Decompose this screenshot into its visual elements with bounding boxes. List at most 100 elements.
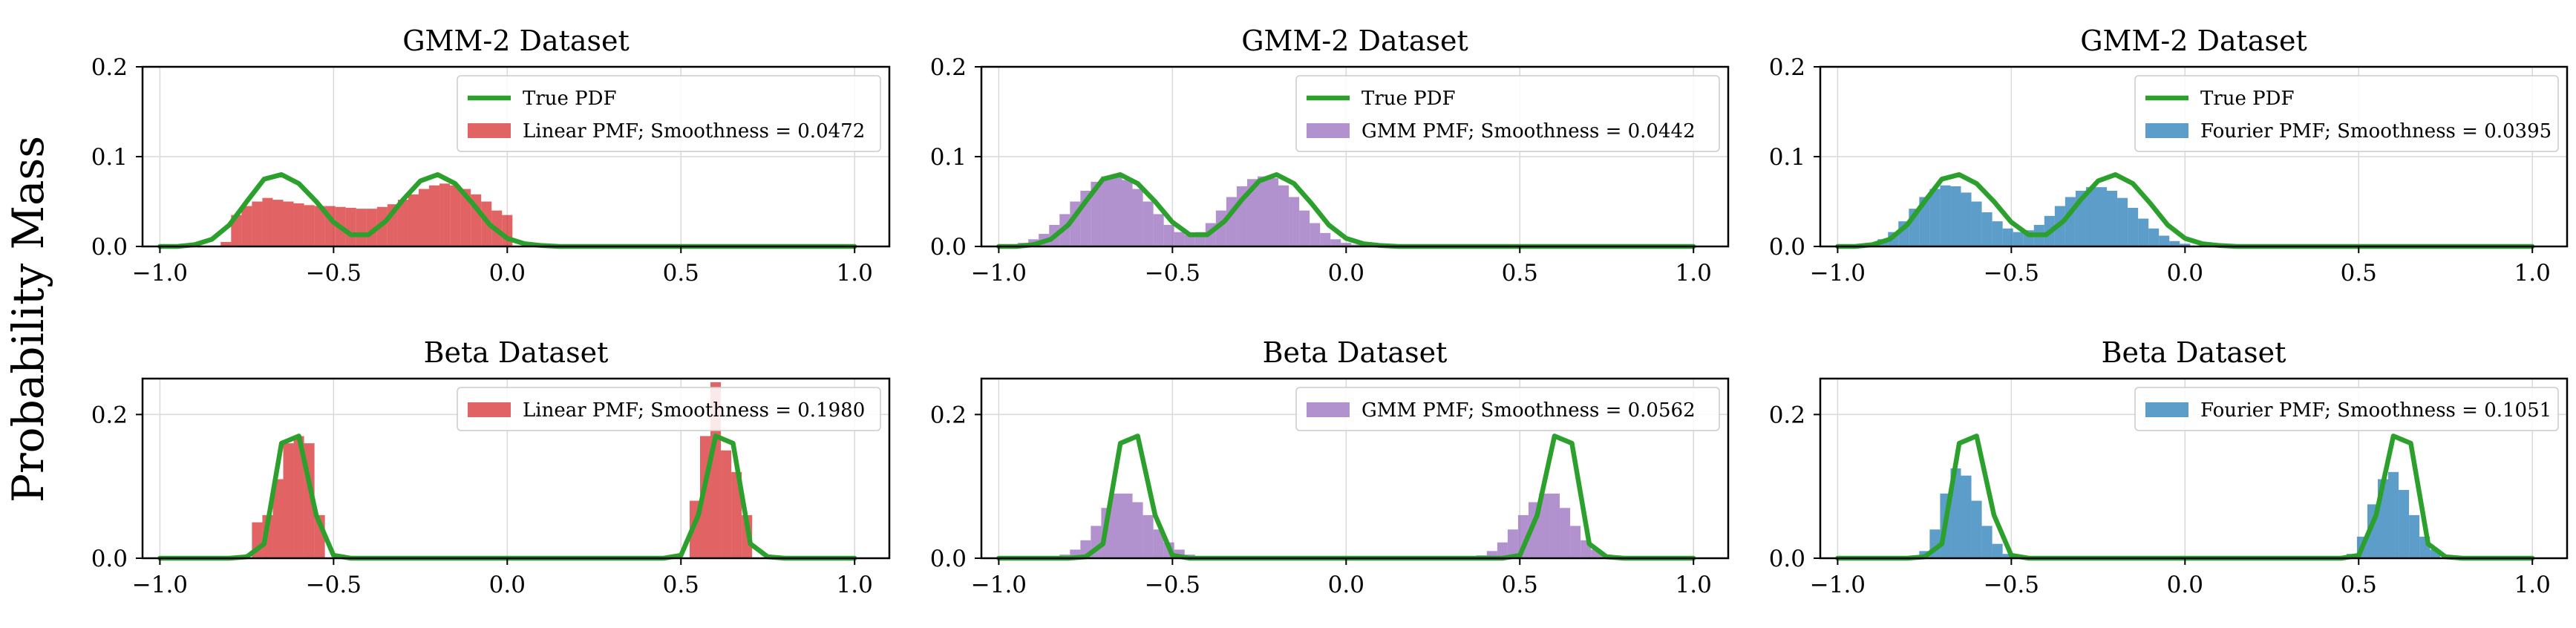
histogram-bar — [2013, 232, 2024, 246]
histogram-bar — [2159, 235, 2170, 246]
histogram-bar — [1111, 175, 1122, 246]
subplot-beta-linear: −1.0 −0.5 0.0 0.5 1.0 0.0 0.2 Beta Dataset Linea… — [91, 336, 891, 598]
x-tick-label: −1.0 — [971, 260, 1027, 287]
x-tick-label: 0.0 — [1328, 572, 1364, 598]
histogram-bar — [450, 185, 461, 246]
histogram-bar — [1992, 543, 2003, 558]
x-tick-label: 0.5 — [663, 572, 699, 598]
histogram-bar — [1591, 549, 1602, 558]
histogram-bar — [2117, 197, 2128, 246]
histogram-bar — [1246, 179, 1258, 246]
histogram-bar — [2002, 554, 2013, 558]
x-tick-label: −1.0 — [132, 572, 188, 598]
x-tick-label: −0.5 — [1984, 260, 2039, 287]
subplot-gmm-gmm: −1.0 −0.5 0.0 0.5 1.0 0.0 0.1 0.2 GMM-2 Dataset T… — [930, 24, 1730, 287]
histogram-bar — [429, 185, 440, 246]
x-tick-label: −1.0 — [132, 260, 188, 287]
subplot-beta-fourier: −1.0 −0.5 0.0 0.5 1.0 0.0 0.2 Beta Dataset Fouri… — [1769, 336, 2569, 598]
legend-label: Fourier PMF; Smoothness = 0.0395 — [2200, 120, 2552, 143]
x-tick-label: −0.5 — [1145, 572, 1200, 598]
histogram-bar — [439, 183, 451, 246]
legend: True PDF Fourier PMF; Smoothness = 0.0395 — [2134, 75, 2559, 152]
x-tick-label: 1.0 — [837, 260, 873, 287]
x-tick-label: −1.0 — [1810, 260, 1866, 287]
subplot-title: Beta Dataset — [424, 336, 609, 369]
histogram-bar — [1961, 192, 1972, 246]
legend-label: True PDF — [2200, 88, 2295, 110]
histogram-bar — [1122, 493, 1133, 558]
histogram-bar — [356, 209, 367, 246]
histogram-bar — [397, 200, 408, 246]
y-tick-label: 0.0 — [930, 546, 967, 572]
histogram-bar — [1971, 500, 1982, 558]
histogram-bar — [252, 201, 263, 246]
y-tick-label: 0.2 — [91, 402, 128, 428]
histogram-bar — [2128, 207, 2139, 246]
histogram-bar — [2002, 228, 2013, 246]
histogram-bar — [2148, 228, 2160, 246]
histogram-bar — [1289, 197, 1300, 246]
histogram-bar — [1507, 529, 1518, 558]
histogram-bar — [2096, 187, 2108, 246]
y-tick-label: 0.1 — [91, 144, 128, 171]
x-tick-label: 1.0 — [2514, 572, 2551, 598]
legend-label: Fourier PMF; Smoothness = 0.1051 — [2200, 399, 2552, 422]
x-tick-label: −0.5 — [306, 260, 362, 287]
y-tick-label: 0.0 — [930, 234, 967, 261]
histogram-bar — [1101, 176, 1112, 246]
histogram-bar — [1174, 549, 1185, 558]
histogram-bar — [2388, 471, 2399, 558]
histogram-bar — [731, 471, 742, 558]
histogram-bar — [1992, 221, 2003, 246]
histogram-bar — [2085, 187, 2096, 246]
x-tick-label: 1.0 — [1676, 572, 1712, 598]
legend-label: GMM PMF; Smoothness = 0.0442 — [1361, 120, 1696, 143]
legend-patch-swatch — [1307, 123, 1350, 138]
histogram-bar — [1257, 176, 1269, 246]
histogram-bar — [1111, 493, 1122, 558]
legend-box — [2134, 75, 2559, 152]
y-tick-label: 0.1 — [1769, 144, 1805, 171]
histogram-bar — [1122, 180, 1133, 246]
histogram-bar — [293, 203, 304, 246]
histogram-bar — [1961, 475, 1972, 558]
histogram-bar — [314, 206, 325, 246]
x-tick-label: 1.0 — [837, 572, 873, 598]
histogram-bar — [1486, 551, 1497, 558]
subplot-gmm-fourier: −1.0 −0.5 0.0 0.5 1.0 0.0 0.1 0.2 GMM-2 Dataset T… — [1769, 24, 2569, 287]
histogram-bar — [345, 207, 356, 246]
histogram-bar — [220, 241, 232, 246]
histogram-bar — [1538, 493, 1550, 558]
axes-frame — [1819, 377, 2569, 560]
histogram-bar — [2138, 218, 2149, 246]
histogram-bar — [272, 200, 284, 246]
histogram-bar — [1153, 529, 1164, 558]
y-tick-label: 0.2 — [91, 54, 128, 81]
legend-patch-swatch — [468, 123, 511, 138]
legend-label: True PDF — [523, 88, 617, 110]
histogram-bar — [1330, 239, 1341, 246]
histogram-bar — [262, 197, 273, 246]
x-tick-label: −0.5 — [1984, 572, 2039, 598]
y-tick-label: 0.2 — [930, 54, 967, 81]
legend-patch-swatch — [2145, 402, 2188, 417]
histogram-bar — [1268, 178, 1279, 246]
histogram-bar — [1174, 232, 1185, 246]
legend-box — [457, 75, 881, 152]
histogram-bar — [460, 189, 471, 246]
x-tick-label: 0.5 — [2341, 572, 2377, 598]
x-tick-label: 0.5 — [663, 260, 699, 287]
legend-box — [1295, 75, 1720, 152]
x-tick-label: 0.0 — [2167, 260, 2203, 287]
subplot-title: GMM-2 Dataset — [402, 24, 630, 57]
legend-box — [1295, 387, 1720, 431]
histogram-bar — [1497, 542, 1508, 558]
histogram-bar — [1560, 508, 1571, 558]
y-tick-label: 0.0 — [91, 234, 128, 261]
y-tick-label: 0.2 — [1769, 402, 1805, 428]
x-tick-label: −1.0 — [971, 572, 1027, 598]
legend: True PDF Linear PMF; Smoothness = 0.0472 — [457, 75, 881, 152]
histogram-bar — [283, 201, 294, 246]
histogram-bar — [1549, 493, 1560, 558]
histogram-bar — [1971, 201, 1982, 246]
